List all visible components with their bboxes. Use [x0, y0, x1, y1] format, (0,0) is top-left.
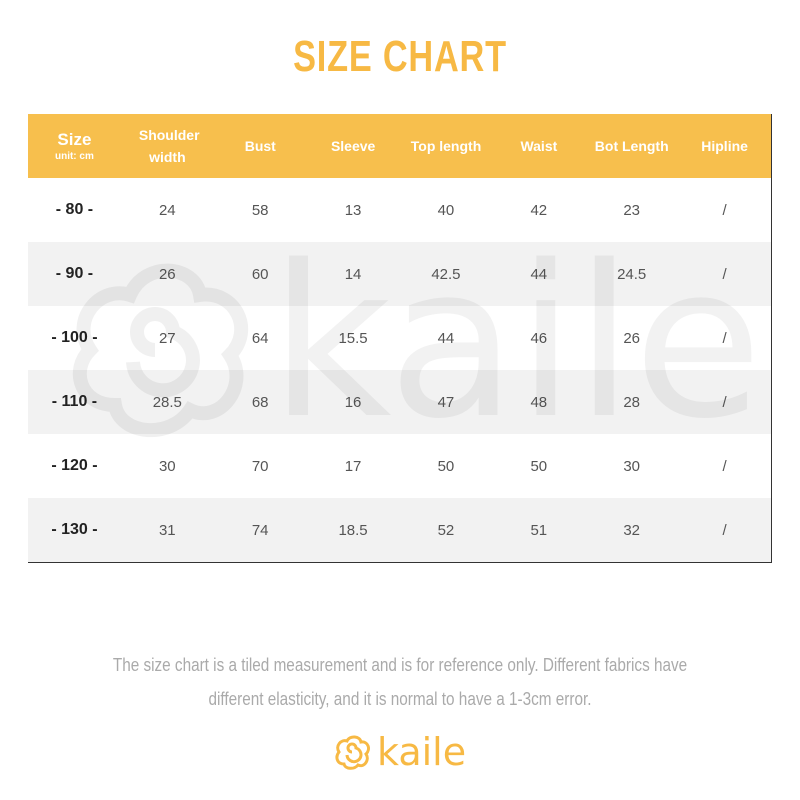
value-cell: 52	[437, 521, 455, 539]
value-cell: 64	[251, 329, 269, 347]
header-bot-length: Bot Length	[594, 138, 669, 154]
value-cell: 46	[530, 329, 548, 347]
value-cell: 51	[530, 521, 548, 539]
value-cell: 28.5	[152, 393, 182, 411]
value-cell: 42.5	[431, 265, 461, 283]
header-bust: Bust	[244, 138, 276, 154]
value-cell: 50	[530, 457, 548, 475]
header-waist: Waist	[520, 138, 558, 154]
brand-logo: kaile	[333, 732, 466, 772]
value-cell: 28	[623, 393, 641, 411]
size-cell: - 110 -	[51, 393, 98, 410]
size-cell: - 120 -	[51, 457, 98, 474]
value-cell: 58	[251, 201, 269, 219]
table-header: Size unit: cm Shoulder width Bust Sleeve …	[28, 114, 771, 178]
value-cell: 74	[251, 521, 269, 539]
value-cell: 14	[344, 265, 362, 283]
value-cell: /	[722, 457, 727, 475]
table-row: - 80 - 24 58 13 40 42 23 /	[28, 178, 771, 242]
value-cell: 47	[437, 393, 455, 411]
value-cell: /	[722, 521, 727, 539]
value-cell: 18.5	[338, 521, 368, 539]
header-hipline: Hipline	[701, 138, 748, 154]
value-cell: 30	[623, 457, 641, 475]
value-cell: 17	[344, 457, 362, 475]
sheep-logo-icon	[335, 735, 370, 770]
value-cell: 30	[158, 457, 176, 475]
value-cell: /	[722, 265, 727, 283]
value-cell: /	[722, 393, 727, 411]
header-size: Size unit: cm	[28, 129, 121, 163]
value-cell: 26	[623, 329, 641, 347]
table-row: - 130 - 31 74 18.5 52 51 32 /	[28, 498, 771, 562]
header-shoulder: Shoulder width	[138, 127, 200, 165]
value-cell: 15.5	[338, 329, 368, 347]
value-cell: 16	[344, 393, 362, 411]
value-cell: 27	[158, 329, 176, 347]
table-row: - 120 - 30 70 17 50 50 30 /	[28, 434, 771, 498]
value-cell: 70	[251, 457, 269, 475]
table-row: - 90 - 26 60 14 42.5 44 24.5 /	[28, 242, 771, 306]
size-cell: - 80 -	[55, 201, 94, 218]
value-cell: 26	[158, 265, 176, 283]
value-cell: 42	[530, 201, 548, 219]
value-cell: 32	[623, 521, 641, 539]
size-cell: - 100 -	[51, 329, 98, 346]
table-row: - 100 - 27 64 15.5 44 46 26 /	[28, 306, 771, 370]
header-sleeve: Sleeve	[330, 138, 376, 154]
size-cell: - 90 -	[55, 265, 94, 282]
brand-name: kaile	[377, 730, 467, 774]
size-label: Size	[57, 130, 92, 149]
value-cell: /	[722, 201, 727, 219]
size-table: Size unit: cm Shoulder width Bust Sleeve …	[28, 114, 772, 563]
unit-label: unit: cm	[54, 151, 94, 162]
value-cell: 44	[437, 329, 455, 347]
value-cell: 23	[623, 201, 641, 219]
value-cell: 44	[530, 265, 548, 283]
size-cell: - 130 -	[51, 521, 98, 538]
value-cell: 31	[158, 521, 176, 539]
header-top-length: Top length	[410, 138, 482, 154]
value-cell: /	[722, 329, 727, 347]
value-cell: 60	[251, 265, 269, 283]
value-cell: 48	[530, 393, 548, 411]
disclaimer-note: The size chart is a tiled measurement an…	[112, 655, 688, 709]
value-cell: 13	[344, 201, 362, 219]
value-cell: 68	[251, 393, 269, 411]
value-cell: 24.5	[617, 265, 647, 283]
value-cell: 40	[437, 201, 455, 219]
value-cell: 50	[437, 457, 455, 475]
value-cell: 24	[158, 201, 176, 219]
page-title: SIZE CHART	[293, 32, 507, 81]
table-row: - 110 - 28.5 68 16 47 48 28 /	[28, 370, 771, 434]
